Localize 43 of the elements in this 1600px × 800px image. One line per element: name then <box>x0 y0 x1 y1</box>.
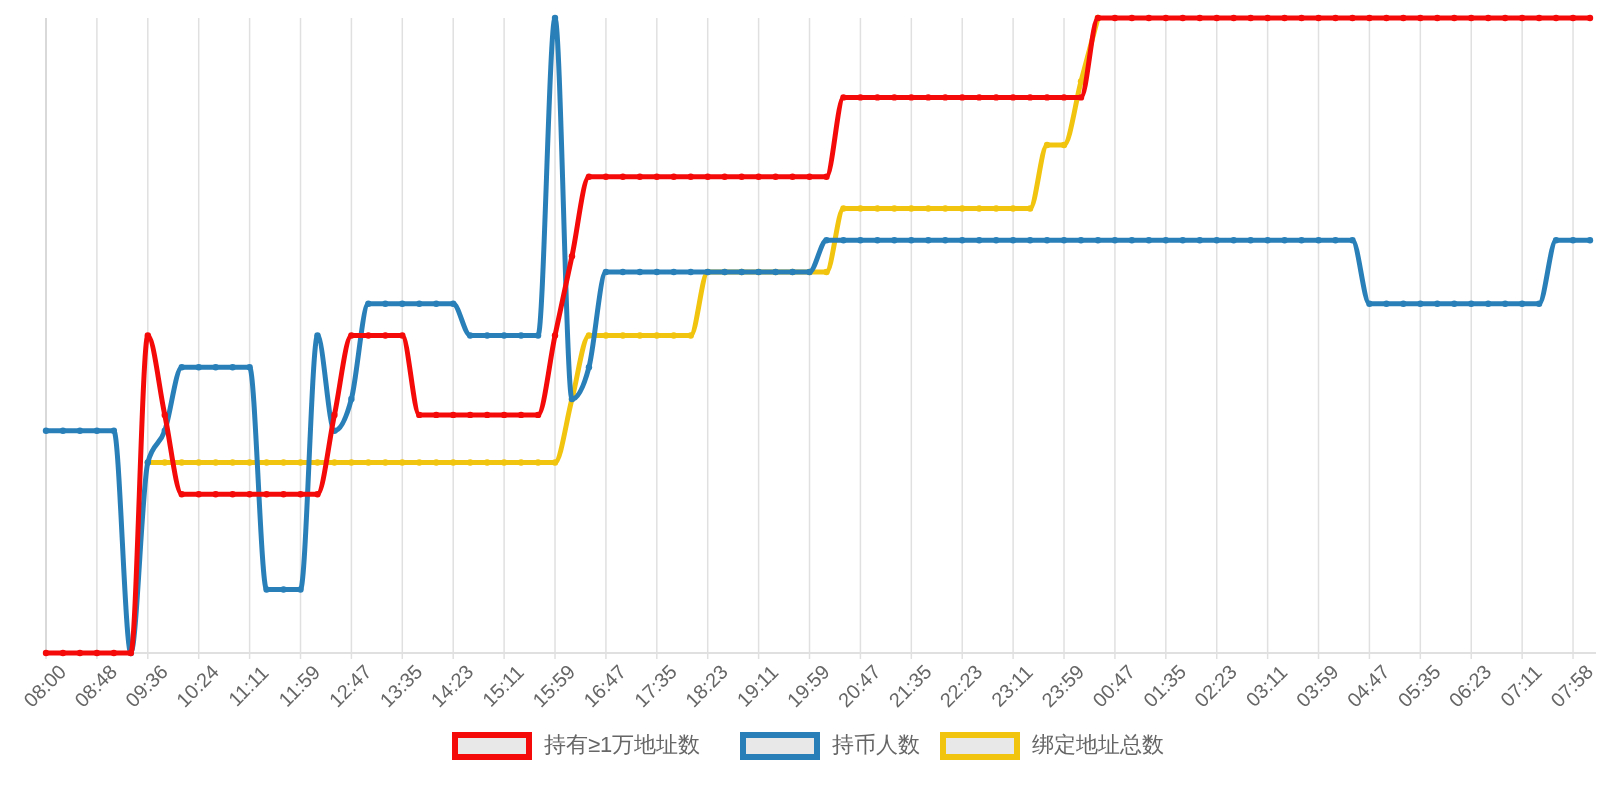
point <box>925 205 932 212</box>
point <box>331 459 338 466</box>
point <box>229 459 236 466</box>
point <box>551 459 559 466</box>
point <box>161 459 168 466</box>
point <box>382 459 389 466</box>
point <box>263 459 270 466</box>
point <box>1077 78 1085 85</box>
point <box>687 332 694 339</box>
point <box>942 205 949 212</box>
point <box>823 268 830 276</box>
point <box>1009 205 1017 212</box>
point <box>297 459 304 466</box>
point <box>246 459 253 466</box>
point <box>212 459 219 466</box>
point <box>1043 141 1051 149</box>
point <box>840 205 847 212</box>
point <box>908 205 915 212</box>
point <box>433 459 440 466</box>
legend-label: 绑定地址总数 <box>1032 731 1164 757</box>
point <box>874 205 881 212</box>
point <box>450 459 457 466</box>
point <box>1060 141 1068 149</box>
point <box>195 459 202 466</box>
point <box>670 332 677 339</box>
point <box>348 459 355 466</box>
point <box>891 205 898 212</box>
point <box>534 459 542 466</box>
point <box>585 332 593 339</box>
legend-label: 持币人数 <box>832 731 920 757</box>
point <box>500 459 508 466</box>
point <box>178 459 185 466</box>
point <box>857 205 864 212</box>
point <box>517 459 525 466</box>
point <box>314 459 321 466</box>
point <box>280 459 287 466</box>
point <box>959 205 966 212</box>
legend-label: 持有≥1万地址数 <box>544 731 701 757</box>
point <box>416 459 423 466</box>
point <box>1026 205 1034 212</box>
point <box>365 459 372 466</box>
point <box>399 459 406 466</box>
point <box>602 332 610 339</box>
